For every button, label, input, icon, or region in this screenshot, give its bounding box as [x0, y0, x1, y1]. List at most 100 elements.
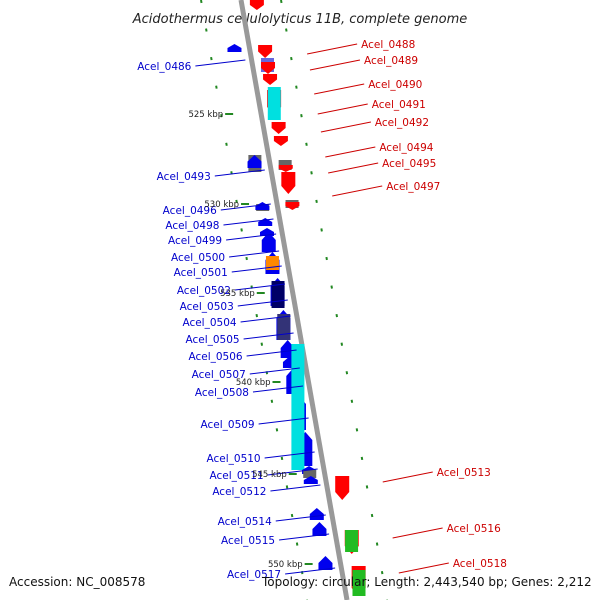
gene-glyph: [255, 202, 270, 210]
leader-line: [325, 146, 376, 158]
gene-glyph: [249, 0, 264, 10]
gene-glyph: [303, 470, 317, 478]
leader-line: [223, 218, 274, 226]
gene-glyph: [312, 522, 327, 536]
leader-line: [314, 83, 365, 95]
gene-glyph: [271, 122, 286, 134]
gene-label-reverse[interactable]: Acel_0511: [209, 470, 263, 482]
scale-tick-label: 535 kbp: [220, 289, 255, 299]
gene-glyph: [261, 232, 276, 252]
scale-tick-label: 545 kbp: [252, 470, 287, 480]
gene-glyph: [267, 87, 281, 120]
gene-glyph: [309, 508, 324, 520]
gene-label-reverse[interactable]: Acel_0506: [188, 351, 242, 363]
leader-line: [279, 533, 330, 541]
gene-label-reverse[interactable]: Acel_0517: [227, 569, 281, 581]
gene-label-reverse[interactable]: Acel_0515: [221, 535, 275, 547]
gene-label-forward[interactable]: Acel_0488: [361, 39, 415, 51]
gene-label-reverse[interactable]: Acel_0498: [165, 220, 219, 232]
gene-glyph: [278, 165, 293, 172]
leader-line: [229, 250, 280, 258]
gene-label-reverse[interactable]: Acel_0507: [192, 369, 246, 381]
gene-label-forward[interactable]: Acel_0497: [386, 181, 440, 193]
leader-line: [243, 332, 294, 340]
leader-line: [246, 349, 297, 357]
gene-label-reverse[interactable]: Acel_0486: [137, 61, 191, 73]
leader-line: [285, 567, 336, 575]
scale-tick-label: 525 kbp: [188, 110, 223, 120]
leader-line: [258, 417, 309, 425]
leader-line: [320, 121, 372, 133]
gene-glyph: [261, 62, 276, 74]
gene-label-forward[interactable]: Acel_0518: [453, 558, 507, 570]
leader-line: [195, 59, 246, 67]
leader-line: [220, 203, 271, 211]
gene-label-reverse[interactable]: Acel_0493: [157, 171, 211, 183]
gene-label-reverse[interactable]: Acel_0496: [163, 205, 217, 217]
scale-ticks: 525 kbp 530 kbp 535 kbp 540 kbp 545 kbp 550 k…: [188, 110, 313, 570]
gene-label-reverse[interactable]: Acel_0505: [185, 334, 239, 346]
gene-glyph: [318, 556, 333, 570]
gene-glyph: [277, 314, 291, 340]
scale-tick-label: 530 kbp: [204, 200, 239, 210]
leader-line: [240, 315, 291, 323]
leader-line: [309, 59, 361, 71]
leader-line: [317, 103, 368, 115]
gene-glyph: [247, 155, 262, 168]
gene-glyph: [345, 530, 359, 552]
gene-glyph: [352, 570, 366, 596]
scale-tick-label: 540 kbp: [236, 378, 271, 388]
gene-glyph: [280, 340, 295, 358]
gene-label-forward[interactable]: Acel_0495: [382, 158, 436, 170]
leader-line: [332, 185, 383, 197]
leader-line: [231, 265, 282, 273]
gene-label-reverse[interactable]: Acel_0508: [195, 387, 249, 399]
accession-text: Accession: NC_008578: [9, 575, 145, 589]
leader-line: [214, 169, 265, 177]
leader-line: [382, 471, 433, 483]
gene-glyph: [258, 45, 273, 58]
gene-label-reverse[interactable]: Acel_0510: [206, 453, 260, 465]
gene-label-reverse[interactable]: Acel_0502: [177, 285, 231, 297]
leader-line: [307, 43, 358, 55]
gene-glyph: [227, 44, 242, 52]
leader-line: [328, 162, 379, 174]
gene-glyph: [263, 74, 278, 85]
leader-line: [270, 484, 321, 492]
leader-line: [249, 367, 300, 375]
gene-label-forward[interactable]: Acel_0490: [368, 79, 422, 91]
gene-label-forward[interactable]: Acel_0489: [364, 55, 418, 67]
gene-label-reverse[interactable]: Acel_0509: [200, 419, 254, 431]
guide-inner-left: [200, 0, 308, 600]
scale-tick-label: 550 kbp: [268, 560, 303, 570]
gene-label-reverse[interactable]: Acel_0512: [212, 486, 266, 498]
gene-glyph: [291, 344, 305, 470]
gene-label-reverse[interactable]: Acel_0514: [218, 516, 272, 528]
leader-line: [275, 514, 326, 522]
gene-label-forward[interactable]: Acel_0492: [375, 117, 429, 129]
gene-label-forward[interactable]: Acel_0494: [379, 142, 433, 154]
gene-label-forward[interactable]: Acel_0491: [372, 99, 426, 111]
leader-line: [398, 562, 449, 574]
leader-line: [392, 527, 443, 539]
gene-glyph: [281, 172, 296, 194]
topology-text: Topology: circular; Length: 2,443,540 bp…: [261, 575, 592, 589]
leader-line: [237, 299, 288, 307]
gene-glyph: [335, 476, 350, 500]
genome-backbone: [238, 0, 350, 600]
gene-label-reverse[interactable]: Acel_0504: [182, 317, 236, 329]
gene-glyph: [303, 476, 318, 484]
leader-line: [264, 451, 315, 459]
gene-label-forward[interactable]: Acel_0513: [437, 467, 491, 479]
gene-label-reverse[interactable]: Acel_0499: [168, 235, 222, 247]
gene-label-reverse[interactable]: Acel_0500: [171, 252, 225, 264]
leader-line: [267, 468, 318, 476]
gene-label-forward[interactable]: Acel_0516: [447, 523, 501, 535]
map-title: Acidothermus cellulolyticus 11B, complet…: [132, 12, 468, 27]
leader-line: [226, 233, 277, 241]
gene-label-reverse[interactable]: Acel_0501: [174, 267, 228, 279]
label-leaders: [195, 43, 449, 575]
gene-glyph: [285, 202, 300, 210]
gene-label-reverse[interactable]: Acel_0503: [180, 301, 234, 313]
